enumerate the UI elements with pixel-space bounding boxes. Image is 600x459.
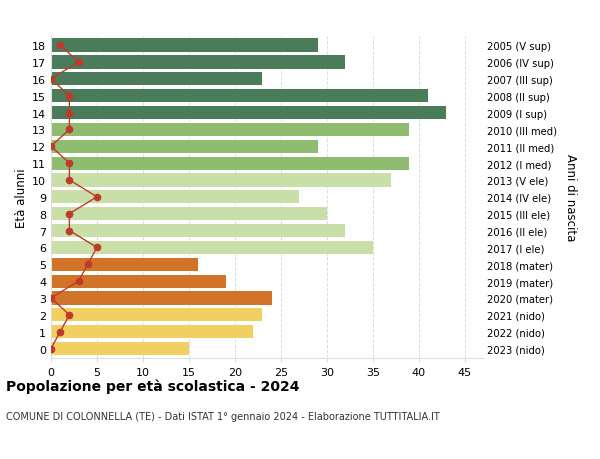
Bar	[51, 174, 391, 187]
Bar	[51, 292, 272, 305]
Bar	[51, 73, 262, 86]
Bar	[51, 308, 262, 322]
Y-axis label: Anni di nascita: Anni di nascita	[564, 154, 577, 241]
Bar	[51, 325, 253, 338]
Bar	[51, 123, 409, 137]
Bar	[51, 157, 409, 170]
Bar	[51, 258, 198, 271]
Bar	[51, 342, 189, 355]
Bar	[51, 140, 317, 153]
Bar	[51, 90, 428, 103]
Bar	[51, 275, 226, 288]
Bar	[51, 224, 345, 238]
Bar	[51, 39, 317, 52]
Y-axis label: Età alunni: Età alunni	[15, 168, 28, 227]
Bar	[51, 241, 373, 254]
Text: Popolazione per età scolastica - 2024: Popolazione per età scolastica - 2024	[6, 379, 299, 393]
Bar	[51, 207, 327, 221]
Bar	[51, 191, 299, 204]
Bar	[51, 106, 446, 120]
Bar	[51, 56, 345, 69]
Text: COMUNE DI COLONNELLA (TE) - Dati ISTAT 1° gennaio 2024 - Elaborazione TUTTITALIA: COMUNE DI COLONNELLA (TE) - Dati ISTAT 1…	[6, 411, 440, 421]
